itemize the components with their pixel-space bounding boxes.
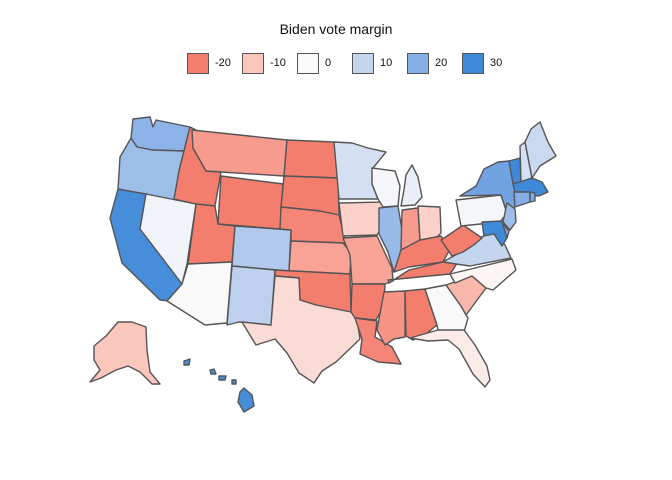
legend-item: -20 xyxy=(187,52,233,74)
legend-swatch xyxy=(242,52,264,74)
state-ks[interactable] xyxy=(288,240,352,275)
legend-swatch xyxy=(297,52,319,74)
legend: -20 -10 0 10 20 30 xyxy=(187,52,517,74)
legend-label: 10 xyxy=(380,57,393,69)
state-hi[interactable] xyxy=(183,358,255,413)
state-mt[interactable] xyxy=(191,129,288,177)
state-nj[interactable] xyxy=(502,202,517,231)
state-ri[interactable] xyxy=(529,191,536,203)
state-tx[interactable] xyxy=(241,275,361,384)
state-nc[interactable] xyxy=(449,258,517,291)
state-wi[interactable] xyxy=(371,167,401,208)
state-nm[interactable] xyxy=(226,265,276,326)
state-nd[interactable] xyxy=(283,139,339,179)
legend-label: -20 xyxy=(215,57,231,69)
legend-swatch xyxy=(407,52,429,74)
legend-label: 30 xyxy=(490,57,503,69)
legend-title: Biden vote margin xyxy=(279,21,393,37)
state-ak[interactable] xyxy=(89,321,161,385)
legend-item: 20 xyxy=(407,52,453,74)
legend-label: 20 xyxy=(435,57,448,69)
state-ct[interactable] xyxy=(513,191,531,208)
legend-swatch xyxy=(187,52,209,74)
state-ar[interactable] xyxy=(350,283,386,321)
legend-item: 0 xyxy=(297,52,343,74)
state-wy[interactable] xyxy=(217,175,284,230)
state-mi[interactable] xyxy=(400,164,423,207)
state-ia[interactable] xyxy=(338,201,385,237)
legend-swatch xyxy=(462,52,484,74)
state-md[interactable] xyxy=(481,220,508,247)
legend-item: -10 xyxy=(242,52,288,74)
state-wv[interactable] xyxy=(440,224,483,257)
legend-item: 10 xyxy=(352,52,398,74)
state-fl[interactable] xyxy=(409,329,491,388)
legend-swatch xyxy=(352,52,374,74)
state-co[interactable] xyxy=(231,225,292,272)
legend-item: 30 xyxy=(462,52,508,74)
state-la[interactable] xyxy=(354,317,402,365)
legend-label: -10 xyxy=(270,57,286,69)
state-wa[interactable] xyxy=(130,116,191,152)
legend-label: 0 xyxy=(325,57,332,69)
state-me[interactable] xyxy=(524,121,557,179)
